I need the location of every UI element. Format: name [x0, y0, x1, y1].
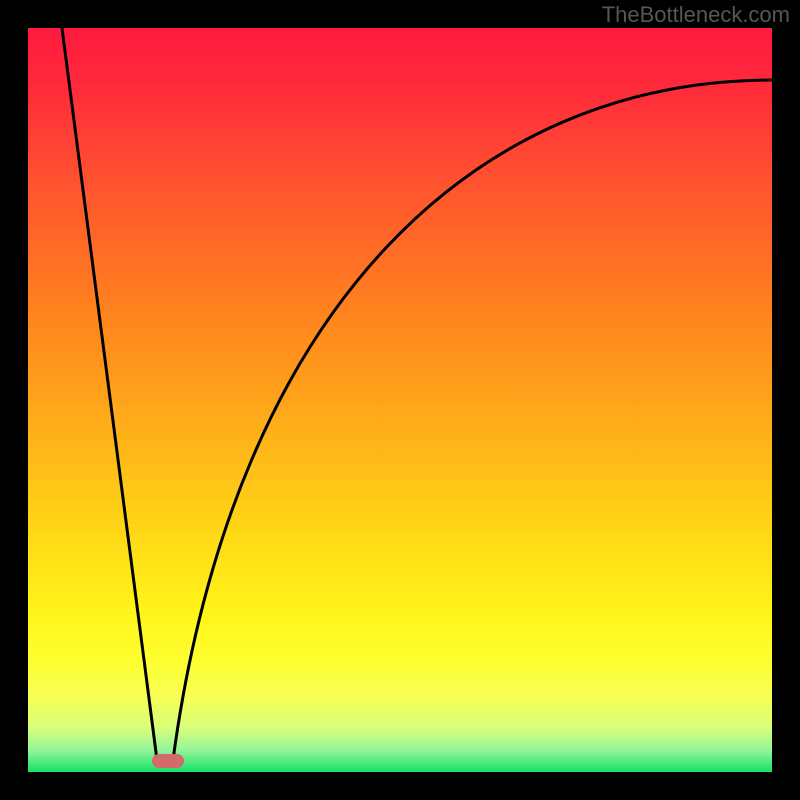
bottleneck-marker: [152, 754, 184, 768]
plot-area: [28, 28, 772, 772]
watermark-text: TheBottleneck.com: [602, 2, 790, 28]
chart-container: TheBottleneck.com: [0, 0, 800, 800]
